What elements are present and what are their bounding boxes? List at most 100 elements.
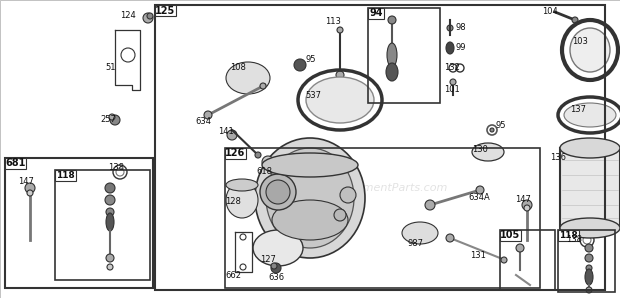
Circle shape	[255, 152, 261, 158]
Text: 634: 634	[195, 117, 211, 126]
Circle shape	[586, 265, 592, 271]
Bar	[558, 230, 579, 241]
Circle shape	[266, 180, 290, 204]
Circle shape	[446, 234, 454, 242]
Circle shape	[585, 244, 593, 252]
Text: 141: 141	[218, 128, 234, 136]
Text: 138: 138	[108, 164, 124, 173]
Text: 662: 662	[225, 271, 241, 280]
Circle shape	[516, 244, 524, 252]
Ellipse shape	[226, 182, 258, 218]
Ellipse shape	[560, 218, 620, 238]
Bar	[155, 5, 605, 290]
Bar	[55, 170, 150, 280]
Circle shape	[388, 16, 396, 24]
Circle shape	[271, 263, 281, 273]
Ellipse shape	[106, 213, 114, 231]
Text: 51: 51	[105, 63, 115, 72]
Text: eReplacementParts.com: eReplacementParts.com	[312, 183, 448, 193]
Circle shape	[27, 190, 33, 196]
Text: 138: 138	[566, 235, 582, 244]
Circle shape	[294, 59, 306, 71]
Circle shape	[227, 130, 237, 140]
Bar	[500, 230, 521, 241]
Ellipse shape	[226, 62, 270, 94]
Text: 130: 130	[472, 145, 488, 154]
Text: 104: 104	[542, 7, 558, 16]
Circle shape	[450, 79, 456, 85]
Circle shape	[524, 205, 530, 211]
Text: 257: 257	[100, 116, 116, 125]
Ellipse shape	[266, 148, 354, 248]
Ellipse shape	[564, 103, 616, 127]
Circle shape	[490, 128, 494, 132]
Bar	[560, 148, 620, 228]
Circle shape	[204, 111, 212, 119]
Bar	[368, 8, 440, 103]
Text: 126: 126	[226, 148, 246, 159]
Text: 94: 94	[370, 9, 383, 18]
Ellipse shape	[272, 200, 348, 240]
Circle shape	[334, 209, 346, 221]
Text: 147: 147	[515, 195, 531, 204]
Circle shape	[106, 254, 114, 262]
Circle shape	[106, 208, 114, 216]
Ellipse shape	[560, 138, 620, 158]
Circle shape	[337, 27, 343, 33]
Circle shape	[109, 114, 115, 120]
Text: 124: 124	[120, 10, 136, 19]
Circle shape	[25, 183, 35, 193]
Circle shape	[447, 25, 453, 31]
Ellipse shape	[446, 42, 454, 54]
Text: 136: 136	[550, 153, 566, 162]
Ellipse shape	[387, 43, 397, 67]
Bar	[155, 5, 176, 16]
Circle shape	[572, 17, 578, 23]
Circle shape	[105, 195, 115, 205]
Ellipse shape	[262, 153, 358, 177]
Circle shape	[121, 48, 135, 62]
Circle shape	[336, 71, 344, 79]
Text: 127: 127	[260, 255, 276, 265]
Text: 636: 636	[268, 274, 284, 283]
Bar	[5, 158, 153, 288]
Circle shape	[585, 254, 593, 262]
Circle shape	[271, 263, 277, 269]
Circle shape	[586, 287, 592, 293]
Text: 103: 103	[572, 38, 588, 46]
Ellipse shape	[253, 230, 303, 266]
Text: 105: 105	[500, 230, 521, 240]
Circle shape	[240, 234, 246, 240]
Text: 618: 618	[256, 167, 272, 176]
Text: 131: 131	[470, 251, 486, 260]
Text: 537: 537	[305, 91, 321, 100]
Text: 118: 118	[559, 231, 578, 240]
Circle shape	[240, 264, 246, 270]
Circle shape	[501, 257, 507, 263]
Bar	[225, 148, 540, 288]
Circle shape	[262, 156, 274, 168]
Bar	[55, 170, 76, 181]
Bar	[368, 8, 384, 19]
Ellipse shape	[306, 77, 374, 123]
Bar	[5, 158, 26, 169]
Text: 113: 113	[325, 18, 341, 27]
Text: 108: 108	[230, 63, 246, 72]
Circle shape	[522, 200, 532, 210]
Text: 95: 95	[496, 122, 507, 131]
Text: 634A: 634A	[468, 193, 490, 203]
Text: 101: 101	[444, 86, 460, 94]
Circle shape	[476, 186, 484, 194]
Circle shape	[107, 264, 113, 270]
Bar	[225, 148, 246, 159]
Bar	[558, 230, 615, 292]
Ellipse shape	[472, 143, 504, 161]
Text: 118: 118	[56, 171, 75, 180]
Circle shape	[147, 13, 153, 19]
Text: 987: 987	[408, 238, 424, 248]
Text: 147: 147	[18, 178, 34, 187]
Ellipse shape	[386, 63, 398, 81]
Ellipse shape	[402, 222, 438, 244]
Text: 95: 95	[306, 55, 316, 64]
Ellipse shape	[255, 138, 365, 258]
